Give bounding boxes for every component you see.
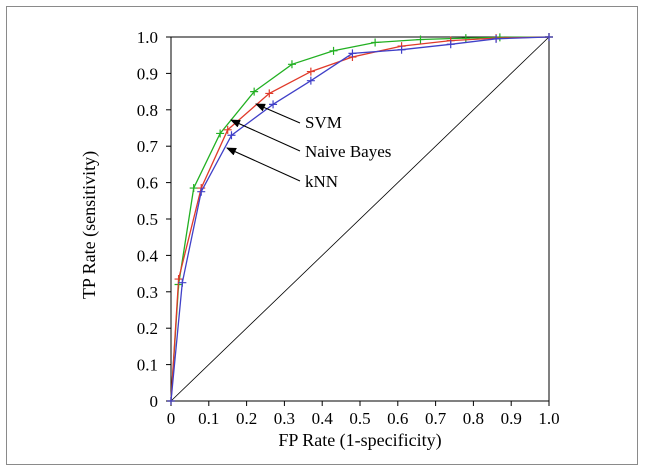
data-point-svm — [371, 38, 380, 47]
data-point-naive-bayes — [174, 275, 183, 284]
y-tick-label: 0.3 — [137, 283, 158, 302]
data-point-knn — [492, 34, 501, 43]
y-tick-label: 0.5 — [137, 210, 158, 229]
plot-area — [170, 36, 550, 402]
annotation-arrow-knn — [226, 147, 301, 182]
annotation-arrow-naive-bayes — [230, 119, 301, 152]
data-point-knn — [545, 33, 553, 41]
series-layer — [167, 33, 553, 405]
data-point-naive-bayes — [306, 67, 315, 76]
y-tick-label: 0 — [150, 392, 159, 411]
data-point-svm — [250, 87, 259, 96]
x-tick-label: 0.4 — [312, 409, 334, 428]
data-point-knn — [197, 187, 206, 196]
data-point-knn — [306, 76, 315, 85]
x-tick-label: 0.8 — [463, 409, 484, 428]
data-point-knn — [446, 40, 455, 49]
x-tick-label: 0.6 — [387, 409, 408, 428]
y-tick-label: 0.6 — [137, 174, 158, 193]
data-point-svm — [461, 34, 470, 43]
data-point-svm — [329, 46, 338, 55]
x-tick-label: 0.7 — [425, 409, 447, 428]
x-tick-label: 0 — [167, 409, 176, 428]
data-point-knn — [397, 45, 406, 54]
x-tick-label: 0.9 — [501, 409, 522, 428]
annotation-label-naive-bayes: Naive Bayes — [305, 142, 391, 161]
y-tick-label: 0.1 — [137, 356, 158, 375]
data-point-knn — [227, 131, 236, 140]
y-tick-label: 0.7 — [137, 137, 159, 156]
y-axis-label: TP Rate (sensitivity) — [79, 151, 100, 299]
y-tick-label: 0.2 — [137, 319, 158, 338]
data-point-svm — [189, 184, 198, 193]
annotation-label-svm: SVM — [305, 113, 342, 132]
x-tick-label: 0.2 — [236, 409, 257, 428]
x-tick-label: 1.0 — [538, 409, 559, 428]
data-point-knn — [348, 49, 357, 58]
data-point-knn — [178, 278, 187, 287]
series-line-svm — [170, 36, 550, 402]
y-tick-label: 0.8 — [137, 101, 158, 120]
chart-frame — [6, 6, 638, 465]
annotation-arrow-svm — [255, 103, 301, 124]
axis-ticks: 0 0.1 0.2 0.3 0.4 0.5 0.6 0.7 0.8 0.9 1.0 0 0.1 0.2 0.… — [137, 28, 560, 428]
data-point-knn — [167, 397, 175, 405]
annotation-label-knn: kNN — [305, 172, 338, 191]
x-axis-label: FP Rate (1-specificity) — [278, 430, 441, 451]
data-point-naive-bayes — [265, 89, 274, 98]
x-tick-label: 0.3 — [274, 409, 295, 428]
y-tick-label: 1.0 — [137, 28, 158, 47]
diagonal-reference-line — [170, 36, 550, 402]
data-point-svm — [216, 129, 225, 138]
data-point-svm — [287, 60, 296, 69]
x-tick-label: 0.5 — [349, 409, 370, 428]
data-point-svm — [416, 35, 425, 44]
annotation-layer: SVM Naive Bayes kNN — [226, 103, 391, 191]
x-tick-label: 0.1 — [198, 409, 219, 428]
y-tick-label: 0.4 — [137, 246, 159, 265]
y-tick-label: 0.9 — [137, 64, 158, 83]
data-point-knn — [269, 100, 278, 109]
data-point-naive-bayes — [223, 125, 232, 134]
